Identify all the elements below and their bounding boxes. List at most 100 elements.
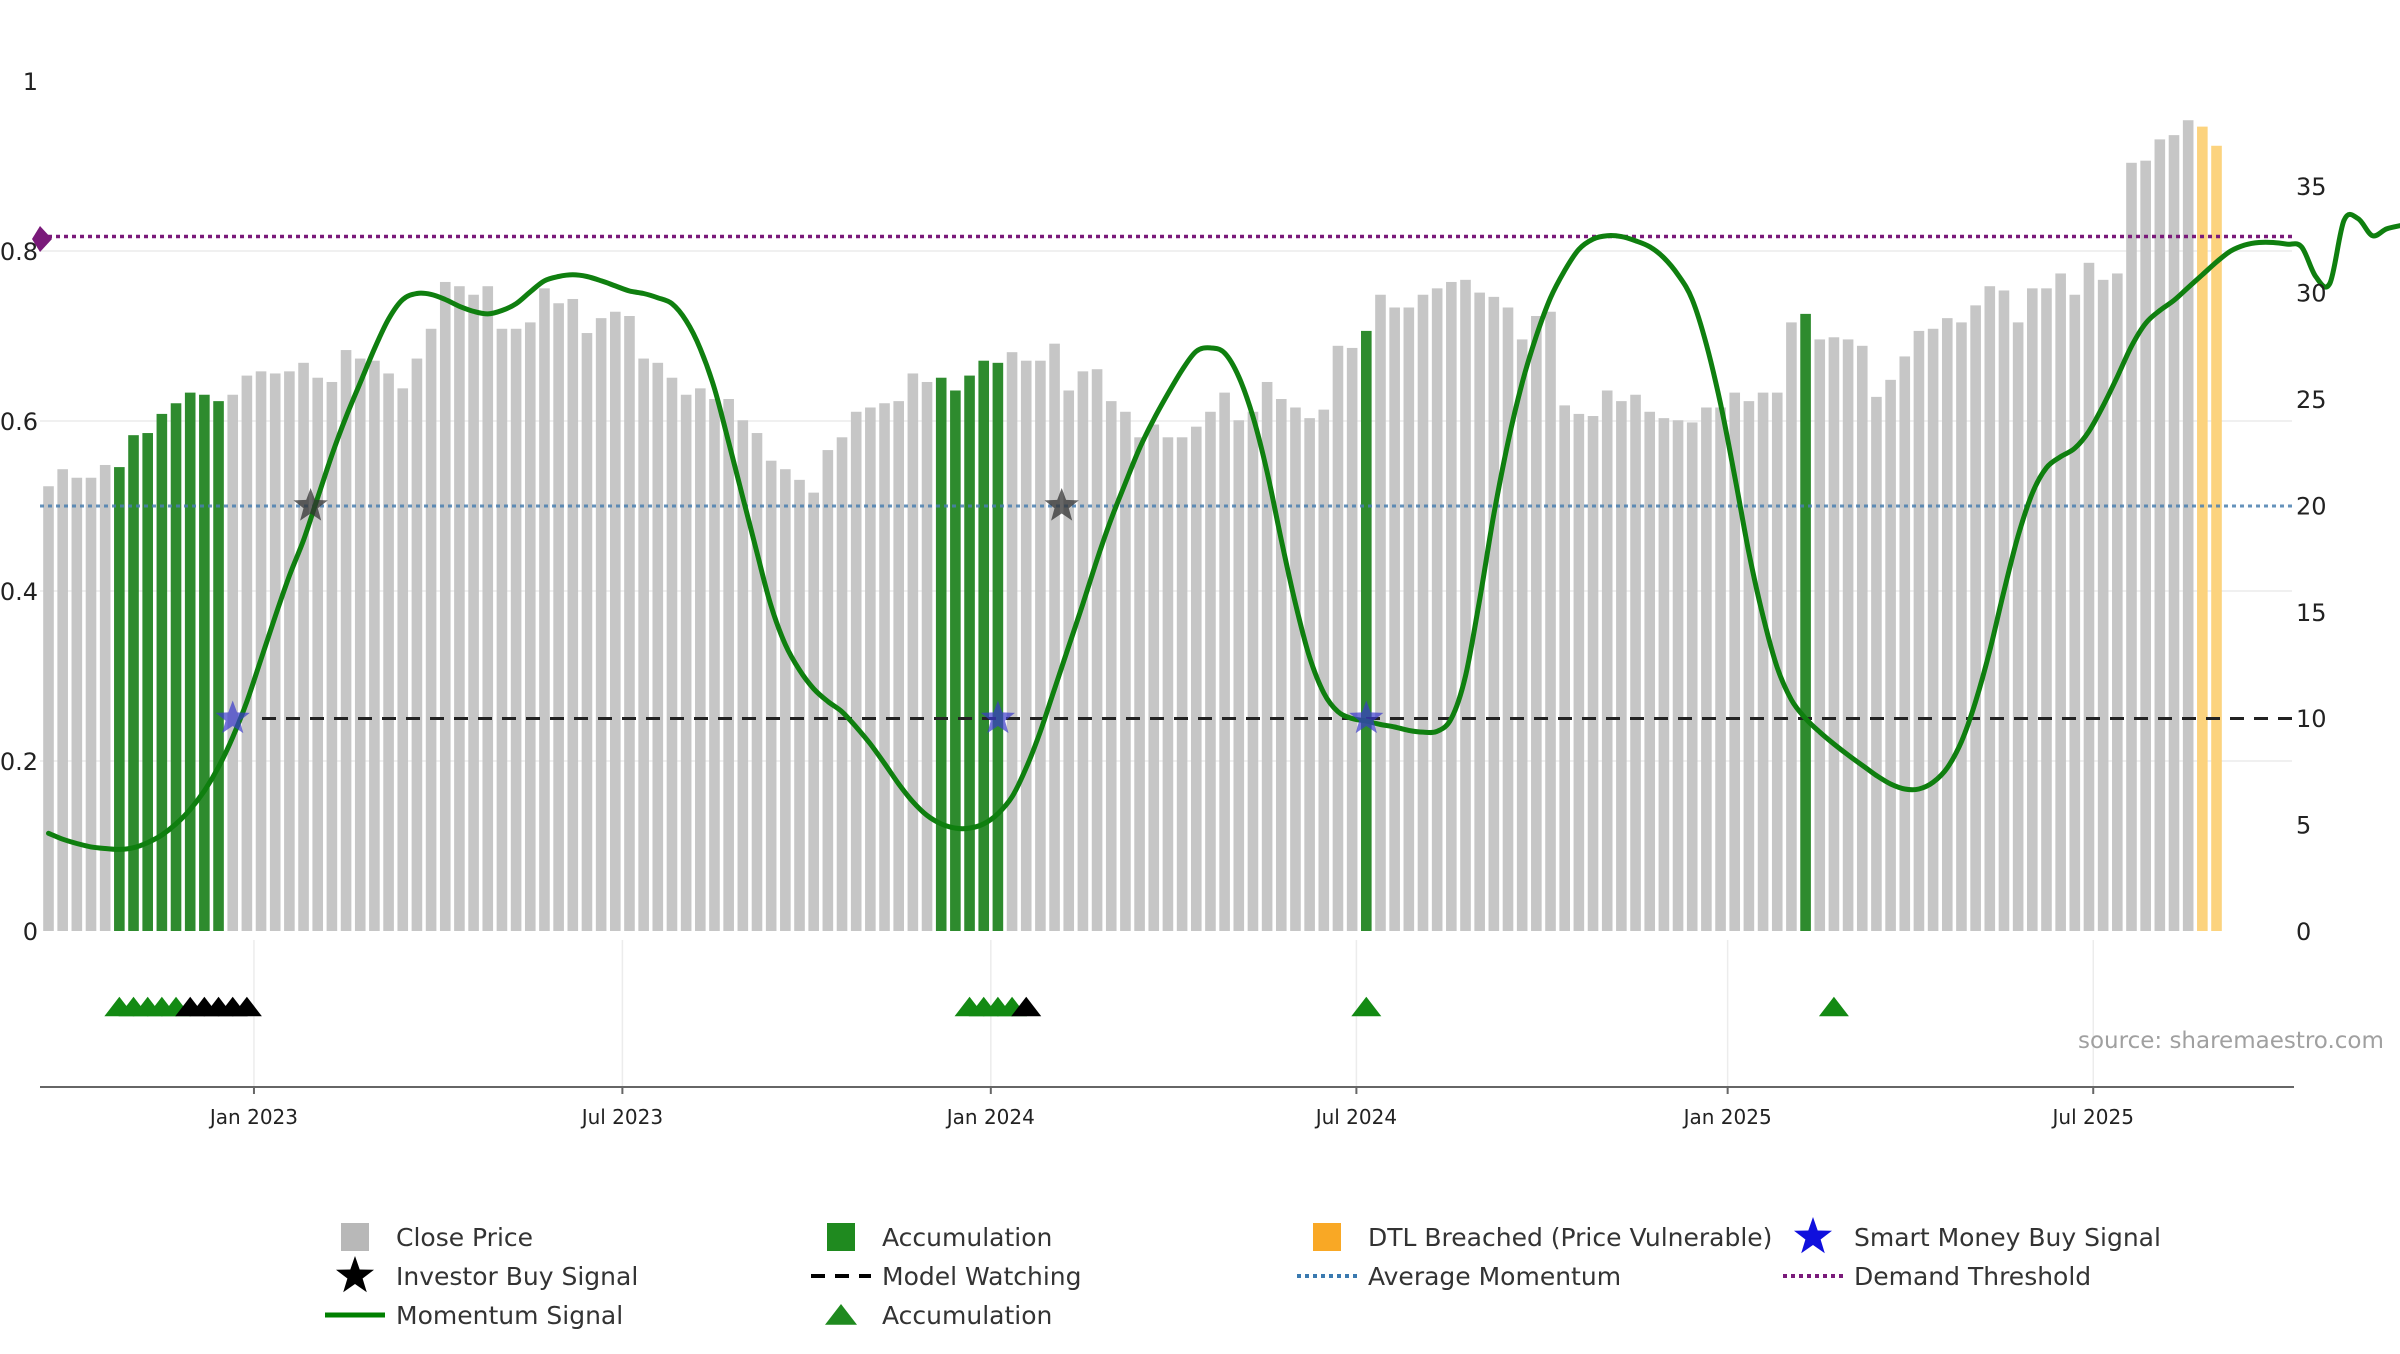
left-axis-tick-label: 0.6 — [0, 408, 38, 436]
close-price-bar — [1489, 297, 1500, 931]
close-price-bar — [1786, 322, 1797, 931]
accumulation-bar — [213, 401, 224, 931]
accumulation-bar — [950, 390, 961, 931]
legend-square-icon — [827, 1223, 855, 1251]
close-price-bar — [1914, 331, 1925, 931]
close-price-bar — [681, 395, 692, 931]
close-price-bar — [1616, 401, 1627, 931]
legend-label: Investor Buy Signal — [396, 1262, 638, 1291]
close-price-bar — [2055, 273, 2066, 931]
close-price-bar — [1106, 401, 1117, 931]
close-price-bar — [1049, 344, 1060, 931]
left-axis-tick-label: 1 — [23, 68, 38, 96]
close-price-bar — [610, 312, 621, 931]
close-price-bar — [596, 318, 607, 931]
accumulation-bar — [1800, 314, 1811, 931]
left-axis-tick-label: 0 — [23, 918, 38, 946]
accumulation-bar — [157, 414, 168, 931]
close-price-bar — [1602, 390, 1613, 931]
close-price-bar — [270, 373, 281, 931]
close-price-bar — [1970, 305, 1981, 931]
close-price-bar — [1007, 352, 1018, 931]
right-axis-tick-label: 10 — [2296, 705, 2327, 733]
accumulation-triangle — [1819, 997, 1849, 1017]
close-price-bar — [1191, 427, 1202, 931]
close-price-bar — [2027, 288, 2038, 931]
close-price-bar — [72, 478, 83, 931]
close-price-bar — [1375, 295, 1386, 931]
right-axis-tick-label: 0 — [2296, 918, 2311, 946]
close-price-bar — [1432, 288, 1443, 931]
legend-item: Smart Money Buy Signal — [1794, 1217, 2161, 1253]
close-price-bar — [1545, 312, 1556, 931]
close-price-bar — [242, 376, 253, 931]
right-axis-tick-label: 25 — [2296, 386, 2327, 414]
close-price-bar — [837, 437, 848, 931]
legend-item: Demand Threshold — [1783, 1262, 2091, 1291]
close-price-bar — [284, 371, 295, 931]
close-price-bar — [1319, 410, 1330, 931]
close-price-bar — [1829, 337, 1840, 931]
close-price-bar — [567, 299, 578, 931]
close-price-bar — [1389, 308, 1400, 932]
x-axis-tick-label: Jul 2024 — [1314, 1105, 1397, 1129]
close-price-bar — [1503, 308, 1514, 932]
close-price-bar — [1687, 422, 1698, 931]
close-price-bar — [1035, 361, 1046, 931]
close-price-bar — [1588, 416, 1599, 931]
close-price-bar — [808, 493, 819, 931]
close-price-bar — [341, 350, 352, 931]
close-price-bar — [1092, 369, 1103, 931]
accumulation-bar — [936, 378, 947, 931]
legend-label: Close Price — [396, 1223, 533, 1252]
close-price-bar — [1248, 412, 1259, 931]
close-price-bar — [1021, 361, 1032, 931]
close-price-bar — [86, 478, 97, 931]
legend-label: Accumulation — [882, 1301, 1052, 1330]
right-axis-tick-label: 35 — [2296, 173, 2327, 201]
close-price-bar — [1644, 412, 1655, 931]
close-price-bar — [893, 401, 904, 931]
close-price-bar — [397, 388, 408, 931]
close-price-bar — [57, 469, 68, 931]
close-price-bar — [412, 359, 423, 931]
close-price-bar — [383, 373, 394, 931]
markers-layer — [104, 488, 1849, 1016]
close-price-bar — [1574, 414, 1585, 931]
close-price-bar — [1899, 356, 1910, 931]
legend-label: Model Watching — [882, 1262, 1082, 1291]
close-price-bar — [851, 412, 862, 931]
close-price-bar — [1276, 399, 1287, 931]
close-price-bar — [879, 403, 890, 931]
close-price-bar — [780, 469, 791, 931]
close-price-bar — [525, 322, 536, 931]
x-axis-tick-label: Jan 2023 — [208, 1105, 298, 1129]
close-price-bar — [1857, 346, 1868, 931]
close-price-bar — [298, 363, 309, 931]
close-price-bar — [908, 373, 919, 931]
close-price-bar — [1404, 308, 1415, 932]
legend-item: Accumulation — [825, 1301, 1052, 1330]
close-price-bar — [1956, 322, 1967, 931]
source-label: source: sharemaestro.com — [2078, 1028, 2384, 1054]
close-price-bar — [922, 382, 933, 931]
close-price-bar — [497, 329, 508, 931]
x-axis-tick-label: Jul 2023 — [580, 1105, 663, 1129]
right-axis-tick-label: 15 — [2296, 599, 2327, 627]
legend-square-icon — [1313, 1223, 1341, 1251]
accumulation-bar — [199, 395, 210, 931]
close-price-bar — [1814, 339, 1825, 931]
close-price-bar — [369, 361, 380, 931]
accumulation-bar — [142, 433, 153, 931]
close-price-bar — [1517, 339, 1528, 931]
close-price-bar — [752, 433, 763, 931]
accumulation-bar — [128, 435, 139, 931]
close-price-bar — [468, 295, 479, 931]
x-axis-tick-label: Jan 2025 — [1682, 1105, 1772, 1129]
close-price-bar — [1290, 408, 1301, 931]
close-price-bar — [1531, 316, 1542, 931]
left-axis-tick-label: 0.2 — [0, 748, 38, 776]
close-price-bar — [1333, 346, 1344, 931]
close-price-bar — [1630, 395, 1641, 931]
